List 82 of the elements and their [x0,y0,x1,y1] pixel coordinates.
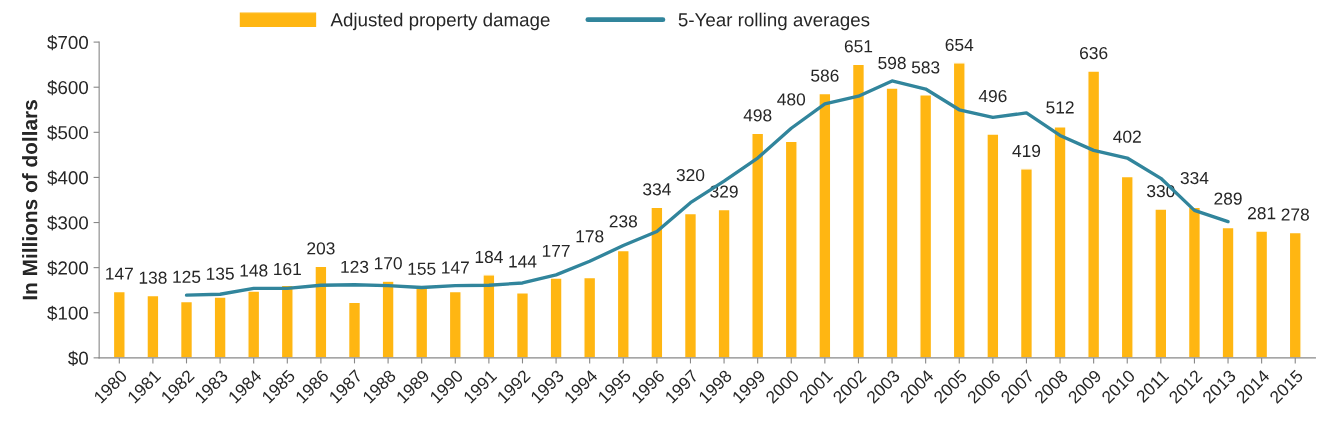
data-label: 512 [1046,101,1074,114]
legend-label: Adjusted property damage [330,12,550,31]
data-label: 498 [743,109,772,122]
y-axis-title: In Millions of dollars [22,100,38,300]
data-label: 329 [710,185,738,198]
y-tick-label: $600 [47,80,88,96]
data-label: 170 [374,257,402,270]
bar [851,63,866,358]
bar [818,92,832,358]
y-tick-label: $300 [47,215,88,231]
bar [347,301,362,358]
legend-label: 5-Year rolling averages [678,12,870,31]
data-label: 496 [978,89,1007,103]
data-label: 281 [1248,207,1276,220]
y-tick-label: $500 [47,125,88,141]
bar [784,140,798,358]
bar [952,62,966,358]
bar [1120,175,1134,358]
data-label: 586 [811,69,839,82]
bar [280,284,294,358]
data-label: 135 [206,267,234,280]
bar [1053,126,1067,358]
y-tick-label: $400 [47,170,88,186]
bar [179,300,194,358]
data-label: 651 [844,40,873,53]
bar [1288,231,1302,358]
data-label: 125 [173,270,201,283]
y-tick-label: $100 [47,305,88,321]
bar [1255,230,1269,358]
bar [1221,226,1235,358]
bar [885,87,899,358]
data-label: 636 [1080,46,1108,60]
bar [1187,206,1202,358]
data-label: 155 [408,262,436,275]
bar [683,212,698,358]
data-label: 144 [509,255,537,268]
data-label: 238 [609,215,638,228]
bar [515,292,530,358]
y-tick-label: $700 [47,35,88,51]
data-label: 148 [240,264,268,277]
data-label: 138 [139,271,167,284]
data-label: 480 [777,93,806,106]
data-label: 289 [1214,192,1242,205]
data-label: 177 [542,244,570,257]
bar [213,296,227,358]
bar [1154,208,1168,358]
bar [482,274,496,358]
bar [1019,168,1034,358]
data-label: 419 [1012,144,1041,158]
data-label: 598 [878,56,906,70]
data-label: 123 [341,260,369,274]
bar [986,133,1000,358]
bar [616,249,630,358]
data-label: 161 [274,262,301,276]
bar [247,290,261,358]
bar [146,294,160,358]
bar [1087,70,1101,358]
bar [919,94,933,358]
bar [448,290,462,358]
data-label: 320 [676,168,705,182]
y-tick-label: $0 [68,350,88,366]
bar [751,132,765,358]
data-label: 402 [1113,130,1141,143]
bar [583,276,597,358]
data-label: 654 [945,38,974,52]
bar [549,277,563,358]
data-label: 334 [1180,171,1209,185]
bar [717,208,731,358]
data-label: 147 [106,267,133,280]
data-label: 203 [307,242,335,255]
bar [381,280,395,358]
data-label: 583 [911,61,940,74]
bar [112,290,126,358]
y-tick-label: $200 [47,260,88,276]
bar [415,287,429,358]
data-label: 147 [442,261,469,274]
data-label: 278 [1281,208,1309,221]
data-label: 334 [643,183,671,196]
bar [314,265,328,358]
bar [650,206,664,358]
data-label: 178 [576,230,604,243]
data-label: 184 [475,250,503,264]
